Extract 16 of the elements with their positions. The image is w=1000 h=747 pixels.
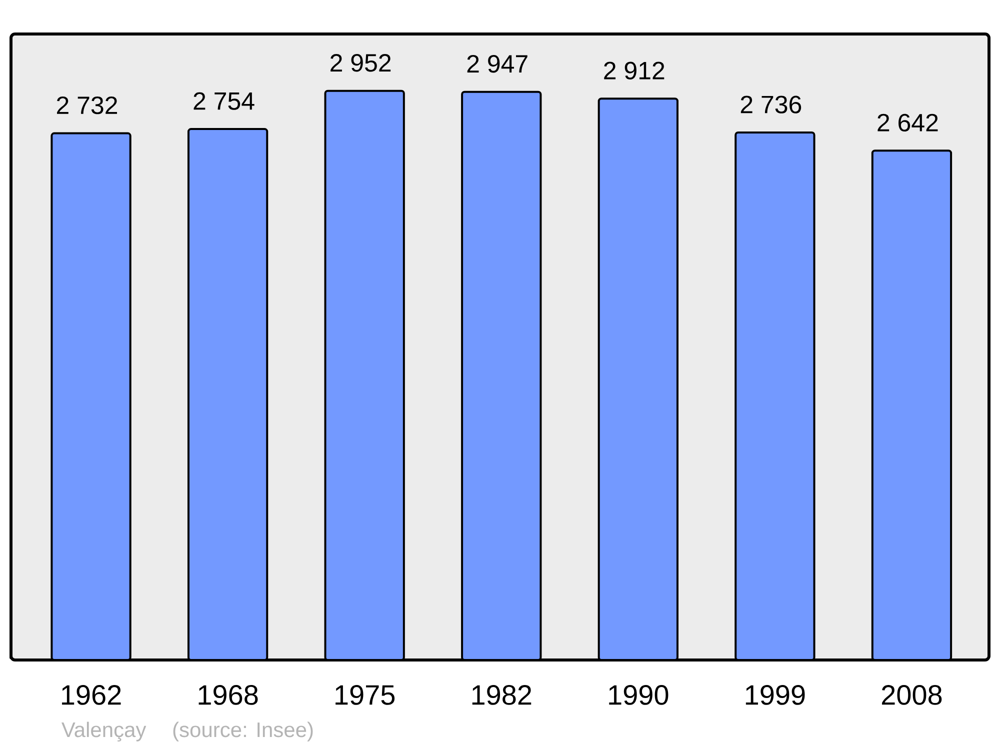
data-label: 2 732 bbox=[56, 96, 118, 114]
data-label: 2 947 bbox=[467, 55, 528, 73]
text: Valençay bbox=[62, 722, 146, 742]
data-label: 2 952 bbox=[330, 54, 391, 72]
text: (source: Insee) bbox=[173, 722, 313, 742]
x-tick-label: 1990 bbox=[609, 685, 668, 705]
data-label: 2 736 bbox=[740, 96, 802, 114]
x-tick-label: 2008 bbox=[882, 685, 942, 705]
x-tick-label: 1962 bbox=[62, 685, 121, 705]
x-tick-label: 1975 bbox=[336, 685, 395, 705]
x-tick-label: 1999 bbox=[746, 685, 805, 705]
data-label: 2 912 bbox=[604, 62, 664, 80]
x-tick-label: 1982 bbox=[472, 685, 532, 705]
x-tick-label: 1968 bbox=[198, 685, 258, 705]
data-label: 2 642 bbox=[878, 114, 938, 132]
data-label: 2 754 bbox=[194, 92, 254, 110]
